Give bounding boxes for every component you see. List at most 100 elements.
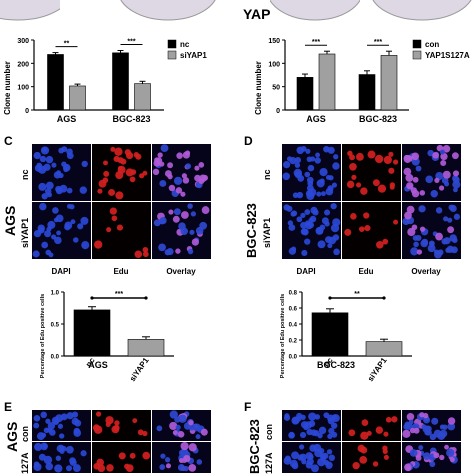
- nucleus: [178, 458, 184, 464]
- nucleus: [300, 146, 307, 152]
- nucleus: [178, 222, 186, 231]
- nucleus: [358, 226, 365, 232]
- nucleus: [327, 433, 333, 439]
- nucleus: [451, 152, 459, 160]
- nucleus: [347, 150, 353, 157]
- nucleus: [410, 247, 419, 256]
- bar-siYAP1-AGS: [69, 85, 86, 111]
- nucleus: [80, 216, 89, 225]
- nucleus: [356, 182, 362, 188]
- ylabel-c: Percentage of Edu positive cells: [40, 294, 46, 378]
- nucleus: [43, 455, 53, 465]
- nucleus: [175, 187, 183, 194]
- micrograph-r0-c0: [282, 410, 341, 441]
- nucleus: [311, 464, 319, 473]
- nucleus: [383, 454, 389, 460]
- nucleus: [283, 456, 292, 465]
- nucleus: [115, 171, 124, 180]
- nucleus: [96, 458, 104, 467]
- nucleus: [307, 164, 315, 172]
- nucleus: [328, 175, 334, 181]
- nucleus: [443, 237, 451, 245]
- nucleus: [383, 431, 389, 437]
- nucleus: [159, 161, 165, 167]
- nucleus: [316, 191, 322, 197]
- group-label: AGS: [88, 360, 108, 370]
- nucleus: [157, 152, 163, 158]
- micrograph-r0-c0: [32, 144, 91, 201]
- nucleus: [452, 170, 460, 177]
- y-tick-label: 0.8: [289, 291, 298, 297]
- panel-c-cell-line: AGS: [2, 205, 18, 236]
- nucleus: [55, 455, 62, 461]
- plate-a-1: [0, 0, 60, 22]
- nucleus: [47, 422, 56, 430]
- nucleus: [388, 151, 394, 157]
- significance-mark: **: [64, 41, 70, 48]
- nucleus: [71, 417, 79, 426]
- panel-e-grid: [32, 410, 211, 474]
- nucleus: [164, 170, 172, 177]
- nucleus: [449, 204, 457, 212]
- y-tick-label: 300: [17, 38, 29, 45]
- nucleus: [103, 170, 110, 177]
- nucleus: [333, 154, 339, 160]
- nucleus: [406, 466, 411, 472]
- nucleus: [415, 165, 422, 172]
- nucleus: [293, 168, 302, 178]
- nucleus: [409, 449, 418, 457]
- nucleus: [63, 167, 69, 173]
- nucleus: [175, 424, 181, 430]
- nucleus: [120, 158, 127, 165]
- nucleus: [327, 146, 335, 154]
- nucleus: [306, 457, 314, 466]
- nucleus: [40, 411, 47, 419]
- nucleus: [452, 180, 461, 189]
- plate-b-2: [370, 0, 474, 22]
- significance-mark: ***: [127, 39, 135, 46]
- legend-swatch-siYAP1: [167, 50, 177, 60]
- nucleus: [55, 414, 64, 423]
- nucleus: [412, 235, 419, 241]
- nucleus: [450, 246, 458, 254]
- nucleus: [79, 186, 88, 194]
- nucleus: [292, 416, 300, 425]
- significance-end: [90, 296, 94, 300]
- nucleus: [198, 162, 205, 168]
- nucleus: [49, 429, 56, 436]
- nucleus: [166, 248, 174, 256]
- nucleus: [33, 415, 41, 422]
- nucleus: [435, 232, 443, 241]
- legend-label-nc: nc: [180, 40, 190, 49]
- nucleus: [359, 456, 368, 464]
- nucleus: [326, 449, 333, 455]
- nucleus: [292, 192, 299, 199]
- nucleus: [81, 160, 88, 168]
- nucleus: [304, 209, 311, 215]
- nucleus: [172, 215, 180, 223]
- y-tick-label: 0.6: [289, 307, 298, 313]
- nucleus: [332, 234, 340, 241]
- nucleus: [314, 157, 321, 164]
- micrograph-r1-c0: [32, 442, 91, 473]
- nucleus: [430, 190, 438, 198]
- micrograph-r0-c1: [342, 410, 401, 441]
- nucleus: [66, 187, 73, 194]
- nucleus: [283, 414, 291, 421]
- nucleus: [330, 223, 340, 233]
- nucleus: [306, 428, 313, 436]
- nucleus: [393, 219, 399, 225]
- bar-con-AGS: [296, 77, 314, 111]
- x-category-label: BGC-823: [359, 114, 397, 124]
- nucleus: [382, 448, 388, 454]
- nucleus: [195, 434, 201, 440]
- bar-nc-BGC-823: [112, 52, 129, 111]
- nucleus: [418, 445, 424, 451]
- nucleus: [440, 152, 448, 161]
- plate-b-1: [270, 0, 360, 22]
- nucleus: [403, 167, 412, 176]
- nucleus: [349, 162, 357, 171]
- nucleus: [156, 425, 163, 432]
- nucleus: [181, 173, 188, 179]
- x-category-label: BGC-823: [112, 114, 150, 124]
